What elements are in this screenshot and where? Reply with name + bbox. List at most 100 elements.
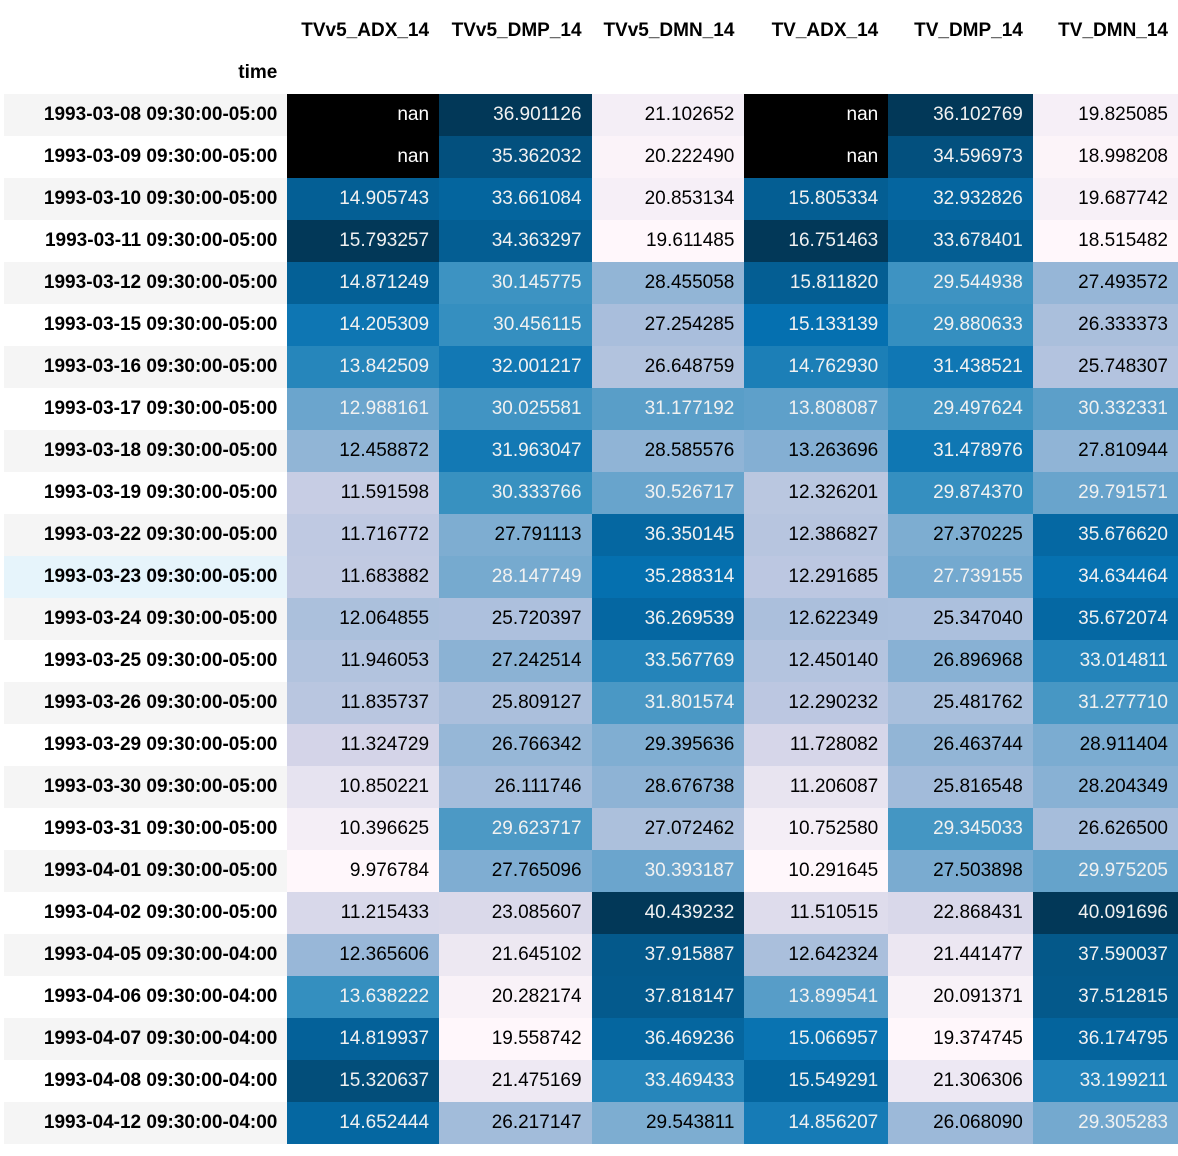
- table-cell: 12.642324: [744, 934, 889, 976]
- table-cell: 11.591598: [287, 472, 440, 514]
- table-cell: 14.205309: [287, 304, 440, 346]
- table-cell: 30.145775: [439, 262, 592, 304]
- table-row: 1993-03-11 09:30:00-05:00 15.793257 34.363…: [4, 220, 1178, 262]
- table-cell: 26.068090: [888, 1102, 1033, 1144]
- row-index-label: 1993-03-19 09:30:00-05:00: [4, 472, 288, 514]
- row-index-label: 1993-03-12 09:30:00-05:00: [4, 262, 288, 304]
- table-cell: 13.638222: [287, 976, 440, 1018]
- table-cell: 37.590037: [1032, 934, 1178, 976]
- table-cell: 19.687742: [1032, 178, 1178, 220]
- table-body: 1993-03-08 09:30:00-05:00 nan 36.901126 21.…: [4, 94, 1178, 1144]
- table-cell: 12.622349: [744, 598, 889, 640]
- table-cell: 26.111746: [439, 766, 592, 808]
- table-cell: 13.263696: [744, 430, 889, 472]
- table-cell: 31.438521: [888, 346, 1033, 388]
- table-cell: 33.469433: [591, 1060, 745, 1102]
- table-cell: 10.291645: [744, 850, 889, 892]
- table-row: 1993-03-19 09:30:00-05:00 11.591598 30.333…: [4, 472, 1178, 514]
- row-index-label: 1993-03-16 09:30:00-05:00: [4, 346, 288, 388]
- table-cell: 31.177192: [591, 388, 745, 430]
- table-row: 1993-04-02 09:30:00-05:00 11.215433 23.085…: [4, 892, 1178, 934]
- table-cell: 29.880633: [888, 304, 1033, 346]
- row-index-label: 1993-03-29 09:30:00-05:00: [4, 724, 288, 766]
- table-cell: 25.347040: [888, 598, 1033, 640]
- column-header: TVv5_DMP_14: [439, 10, 592, 52]
- table-cell: 26.648759: [591, 346, 745, 388]
- table-cell: 18.515482: [1032, 220, 1178, 262]
- table-cell: 13.899541: [744, 976, 889, 1018]
- table-cell: 29.791571: [1032, 472, 1178, 514]
- table-cell: 35.672074: [1032, 598, 1178, 640]
- row-index-label: 1993-03-09 09:30:00-05:00: [4, 136, 288, 178]
- table-row: 1993-04-01 09:30:00-05:00 9.976784 27.7650…: [4, 850, 1178, 892]
- table-cell: 11.683882: [287, 556, 440, 598]
- table-cell: 20.853134: [591, 178, 745, 220]
- table-cell: 29.874370: [888, 472, 1033, 514]
- table-row: 1993-04-06 09:30:00-04:00 13.638222 20.282…: [4, 976, 1178, 1018]
- table-cell: 25.720397: [439, 598, 592, 640]
- table-cell: 12.290232: [744, 682, 889, 724]
- table-cell: 34.634464: [1032, 556, 1178, 598]
- table-cell: 12.365606: [287, 934, 440, 976]
- table-row: 1993-03-26 09:30:00-05:00 11.835737 25.809…: [4, 682, 1178, 724]
- table-cell: 12.064855: [287, 598, 440, 640]
- table-cell: 29.395636: [591, 724, 745, 766]
- table-cell: 15.793257: [287, 220, 440, 262]
- table-row: 1993-03-12 09:30:00-05:00 14.871249 30.145…: [4, 262, 1178, 304]
- table-cell: nan: [287, 94, 440, 136]
- table-cell: 27.739155: [888, 556, 1033, 598]
- table-cell: 26.217147: [439, 1102, 592, 1144]
- table-cell: 26.766342: [439, 724, 592, 766]
- table-cell: 35.676620: [1032, 514, 1178, 556]
- table-cell: 18.998208: [1032, 136, 1178, 178]
- table-row: 1993-03-09 09:30:00-05:00 nan 35.362032 20.…: [4, 136, 1178, 178]
- table-cell: 34.596973: [888, 136, 1033, 178]
- table-cell: 14.762930: [744, 346, 889, 388]
- table-row: 1993-03-17 09:30:00-05:00 12.988161 30.025…: [4, 388, 1178, 430]
- row-index-label: 1993-03-24 09:30:00-05:00: [4, 598, 288, 640]
- table-cell: 30.456115: [439, 304, 592, 346]
- table-cell: 12.988161: [287, 388, 440, 430]
- index-name-label: time: [4, 52, 288, 94]
- table-cell: 27.242514: [439, 640, 592, 682]
- table-row: 1993-03-22 09:30:00-05:00 11.716772 27.791…: [4, 514, 1178, 556]
- table-cell: 12.386827: [744, 514, 889, 556]
- table-cell: 36.469236: [591, 1018, 745, 1060]
- table-cell: 25.481762: [888, 682, 1033, 724]
- table-row: 1993-03-18 09:30:00-05:00 12.458872 31.963…: [4, 430, 1178, 472]
- table-cell: 30.393187: [591, 850, 745, 892]
- table-cell: 28.676738: [591, 766, 745, 808]
- table-cell: 34.363297: [439, 220, 592, 262]
- table-cell: 35.362032: [439, 136, 592, 178]
- table-cell: 19.558742: [439, 1018, 592, 1060]
- table-cell: 32.932826: [888, 178, 1033, 220]
- table-cell: 20.282174: [439, 976, 592, 1018]
- table-cell: 26.333373: [1032, 304, 1178, 346]
- table-cell: 13.842509: [287, 346, 440, 388]
- table-cell: 10.752580: [744, 808, 889, 850]
- table-header: TVv5_ADX_14 TVv5_DMP_14 TVv5_DMN_14 TV_A…: [4, 10, 1178, 94]
- table-cell: 36.350145: [591, 514, 745, 556]
- table-cell: 27.503898: [888, 850, 1033, 892]
- table-cell: 14.871249: [287, 262, 440, 304]
- row-index-label: 1993-03-11 09:30:00-05:00: [4, 220, 288, 262]
- table-cell: 20.222490: [591, 136, 745, 178]
- table-cell: 27.072462: [591, 808, 745, 850]
- table-cell: 33.199211: [1032, 1060, 1178, 1102]
- row-index-label: 1993-03-31 09:30:00-05:00: [4, 808, 288, 850]
- table-cell: 12.326201: [744, 472, 889, 514]
- table-row: 1993-03-30 09:30:00-05:00 10.850221 26.111…: [4, 766, 1178, 808]
- table-cell: 21.306306: [888, 1060, 1033, 1102]
- table-cell: 27.370225: [888, 514, 1033, 556]
- table-cell: 14.856207: [744, 1102, 889, 1144]
- table-cell: 29.544938: [888, 262, 1033, 304]
- table-cell: 21.441477: [888, 934, 1033, 976]
- table-cell: 37.818147: [591, 976, 745, 1018]
- table-row: 1993-03-23 09:30:00-05:00 11.683882 28.147…: [4, 556, 1178, 598]
- table-row: 1993-03-16 09:30:00-05:00 13.842509 32.001…: [4, 346, 1178, 388]
- row-index-label: 1993-04-08 09:30:00-04:00: [4, 1060, 288, 1102]
- table-row: 1993-03-10 09:30:00-05:00 14.905743 33.661…: [4, 178, 1178, 220]
- table-row: 1993-04-12 09:30:00-04:00 14.652444 26.217…: [4, 1102, 1178, 1144]
- row-index-label: 1993-03-30 09:30:00-05:00: [4, 766, 288, 808]
- row-index-label: 1993-03-25 09:30:00-05:00: [4, 640, 288, 682]
